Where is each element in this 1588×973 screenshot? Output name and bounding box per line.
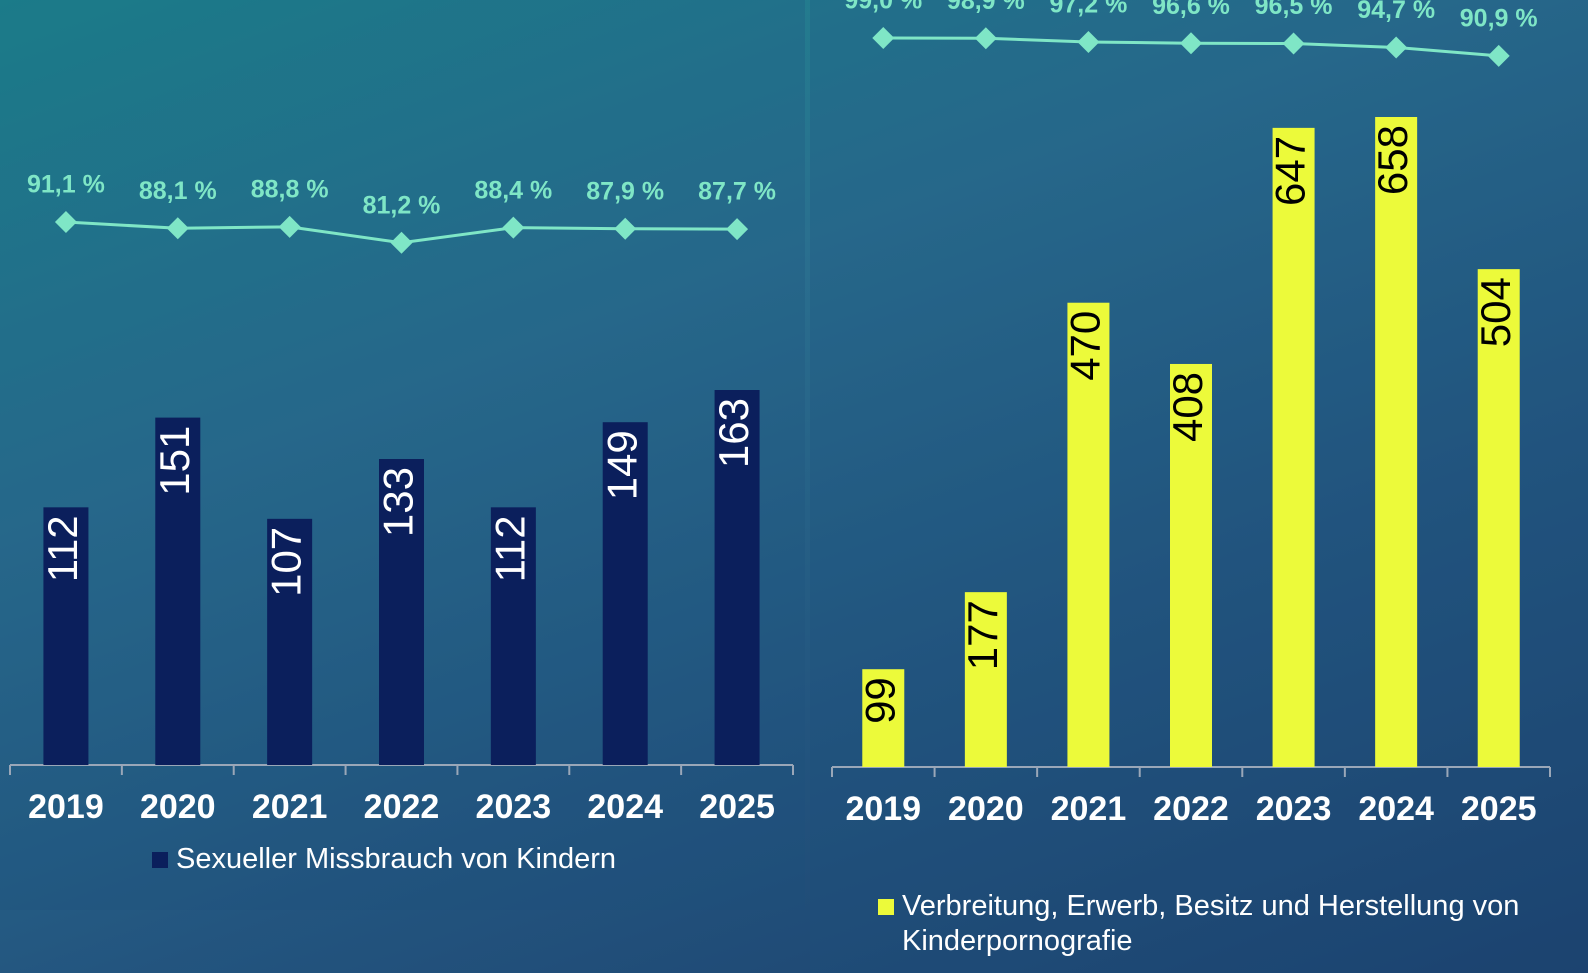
bar-value-label: 112 [39,515,86,582]
x-tick-label: 2019 [28,788,104,826]
bar-value-label: 163 [710,398,757,468]
legend-label: Verbreitung, Erwerb, Besitz und Herstell… [902,890,1520,957]
bar-value-label: 658 [1369,125,1416,195]
line-marker [1385,36,1408,59]
line-value-label: 96,5 % [1255,0,1333,20]
x-tick-label: 2019 [845,790,921,828]
bar [714,390,760,765]
bar-value-label: 107 [263,527,310,597]
line-value-label: 91,1 % [27,171,105,199]
bar [1170,363,1212,767]
bar-value-label: 112 [486,515,533,582]
bar [964,592,1007,767]
bar-value-label: 151 [151,426,198,496]
bar-value-label: 133 [375,467,422,537]
line-value-label: 99,0 % [844,0,922,15]
bar [602,422,648,765]
line-value-label: 97,2 % [1050,0,1128,19]
line-value-label: 88,4 % [474,176,552,204]
line-value-label: 94,7 % [1357,0,1435,24]
x-tick-label: 2024 [587,788,663,826]
bar-value-label: 504 [1472,277,1519,347]
x-tick-label: 2021 [1051,790,1127,828]
bar-value-label: 149 [598,430,645,500]
legend-swatch [152,852,168,868]
bar [1477,269,1520,767]
x-tick-label: 2023 [476,788,552,826]
x-tick-label: 2025 [1461,790,1537,828]
line-marker [614,217,637,240]
x-tick-label: 2022 [364,788,440,826]
x-tick-label: 2025 [699,788,775,826]
bar [379,459,424,765]
bar [490,507,536,765]
bar-value-label: 647 [1267,136,1314,206]
legend: Verbreitung, Erwerb, Besitz und Herstell… [878,889,1538,959]
legend-label: Sexueller Missbrauch von Kindern [176,843,617,875]
bar [1375,117,1418,767]
line-marker [1180,32,1202,55]
legend-swatch [878,899,894,915]
bar-value-label: 99 [856,677,903,724]
bar-value-label: 408 [1164,372,1211,442]
line-marker [726,218,749,241]
bar-value-label: 470 [1062,311,1109,381]
x-tick-label: 2023 [1256,790,1332,828]
bar-value-label: 177 [959,600,1006,670]
bar [155,417,201,765]
line-marker [1077,30,1100,53]
line-value-label: 87,7 % [698,178,776,206]
x-tick-label: 2022 [1153,790,1229,828]
bar [43,507,89,765]
line-value-label: 88,1 % [139,177,217,205]
bar [1067,302,1110,767]
line-marker [1282,32,1305,55]
line-value-label: 88,8 % [251,175,329,203]
line-value-label: 98,9 % [947,0,1025,15]
line-marker [278,215,301,238]
line-marker [390,231,413,254]
line-marker [974,27,997,50]
line-marker [166,217,189,240]
line-marker [1487,44,1510,67]
x-tick-label: 2021 [252,788,328,826]
bar [267,518,313,765]
x-tick-label: 2020 [140,788,216,826]
line-value-label: 96,6 % [1152,0,1230,20]
left-panel [0,0,805,910]
line-marker [872,27,895,49]
line-marker [502,216,525,239]
line-value-label: 87,9 % [586,177,664,205]
bar [1272,127,1315,767]
bar [862,669,905,767]
x-tick-label: 2024 [1358,790,1434,828]
legend: Sexueller Missbrauch von Kindern [152,842,792,877]
x-tick-label: 2020 [948,790,1024,828]
line-value-label: 90,9 % [1460,4,1538,32]
line-value-label: 81,2 % [363,191,441,219]
line-marker [54,211,77,233]
